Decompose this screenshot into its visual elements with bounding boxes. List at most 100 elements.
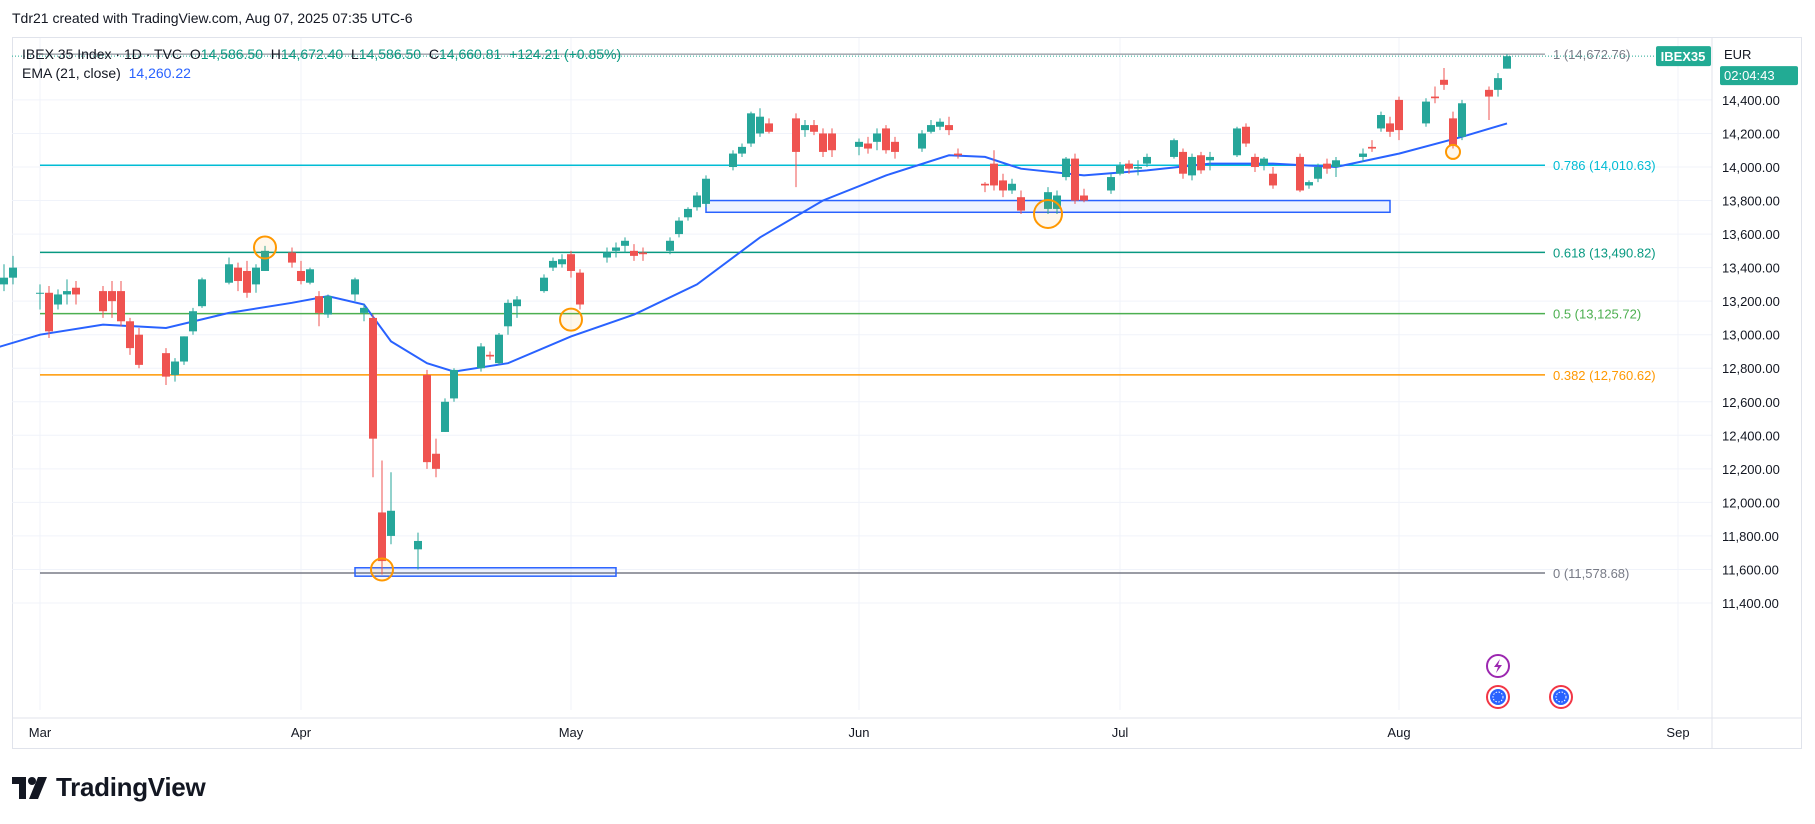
candle xyxy=(549,257,557,271)
y-tick-label: 12,600.00 xyxy=(1722,395,1780,410)
candle xyxy=(819,128,827,157)
candle xyxy=(630,244,638,261)
candle-body xyxy=(108,291,116,302)
x-tick-label: Jun xyxy=(849,725,870,740)
countdown-label: 02:04:43 xyxy=(1724,68,1775,83)
candle xyxy=(99,286,107,318)
candle xyxy=(450,368,458,402)
candle xyxy=(1323,158,1331,174)
candle xyxy=(1503,54,1511,69)
candle xyxy=(999,173,1007,198)
candle-body xyxy=(252,267,260,285)
candle xyxy=(729,150,737,171)
candle-body xyxy=(990,163,998,186)
candle xyxy=(1260,156,1268,171)
candle-body xyxy=(1188,156,1196,176)
lightning-icon xyxy=(1494,659,1502,673)
candle xyxy=(180,336,188,365)
candle xyxy=(45,286,53,339)
candle-body xyxy=(288,252,296,263)
candle xyxy=(765,118,773,134)
candle xyxy=(1368,140,1376,152)
candle-body xyxy=(234,267,242,282)
candle-body xyxy=(1179,151,1187,174)
candle-body xyxy=(486,354,494,357)
candle xyxy=(1179,148,1187,179)
highlight-circle xyxy=(253,235,277,260)
support-zones xyxy=(354,199,1391,577)
candle xyxy=(675,217,683,238)
candle-body xyxy=(1422,101,1430,124)
candle xyxy=(1440,68,1448,90)
candle-body xyxy=(9,267,17,278)
candle-body xyxy=(1080,195,1088,201)
candle-body xyxy=(63,291,71,295)
ema-row: EMA (21, close) 14,260.22 xyxy=(22,64,621,83)
candle xyxy=(1242,123,1250,147)
earnings-ring xyxy=(1555,691,1567,703)
candle-body xyxy=(351,279,359,295)
candle-body xyxy=(1008,183,1016,191)
open-value: 14,586.50 xyxy=(200,46,263,62)
candle-body xyxy=(117,291,125,322)
currency-label: EUR xyxy=(1724,47,1751,62)
candle-body xyxy=(378,512,386,562)
candle-body xyxy=(630,250,638,256)
candle-body xyxy=(1458,103,1466,137)
candle xyxy=(1359,148,1367,162)
candle xyxy=(387,472,395,545)
candle-body xyxy=(198,279,206,307)
candle xyxy=(234,262,242,292)
candle-body xyxy=(747,113,755,144)
candle xyxy=(747,111,755,147)
candle xyxy=(558,254,566,268)
candle-body xyxy=(801,125,809,131)
y-tick-label: 14,000.00 xyxy=(1722,160,1780,175)
candle xyxy=(891,136,899,159)
ema-label[interactable]: EMA (21, close) xyxy=(22,65,121,81)
ema-line xyxy=(0,122,1508,373)
y-tick-label: 11,400.00 xyxy=(1722,596,1779,611)
candle-body xyxy=(36,292,44,294)
candle-body xyxy=(828,133,836,151)
candle-body xyxy=(1071,158,1079,201)
candle-body xyxy=(945,125,953,131)
y-tick-label: 12,000.00 xyxy=(1722,495,1780,510)
candle xyxy=(369,314,377,478)
candle-body xyxy=(891,141,899,152)
candle-body xyxy=(1323,163,1331,169)
low-label: L xyxy=(350,46,359,62)
axes: 14,400.00 14,200.00 14,000.00 13,800.00 13,6… xyxy=(12,38,1802,749)
support-zone xyxy=(354,567,617,577)
candle xyxy=(918,130,926,152)
candle-body xyxy=(1125,163,1133,169)
candle-body xyxy=(756,116,764,134)
candle xyxy=(801,120,809,137)
candle-body xyxy=(540,277,548,292)
candle xyxy=(126,317,134,355)
fib-label: 0.618 (13,490.82) xyxy=(1553,245,1656,260)
candle xyxy=(1080,188,1088,203)
symbol-label[interactable]: IBEX 35 Index · 1D · TVC xyxy=(22,46,183,62)
candle xyxy=(855,138,863,156)
candle-body xyxy=(1431,96,1439,99)
candle xyxy=(1269,167,1277,189)
candle xyxy=(54,289,62,310)
candle xyxy=(0,264,8,292)
tradingview-logo[interactable]: TradingView xyxy=(12,772,206,803)
grid xyxy=(12,38,1712,710)
candle xyxy=(1305,180,1313,189)
candle xyxy=(1188,153,1196,181)
candle xyxy=(756,108,764,137)
candle xyxy=(315,291,323,327)
candle-body xyxy=(513,299,521,307)
candle xyxy=(1071,153,1079,204)
candle xyxy=(432,438,440,478)
highlight-circle xyxy=(370,557,394,582)
y-tick-label: 13,200.00 xyxy=(1722,294,1780,309)
candle-body xyxy=(297,270,305,282)
candle-body xyxy=(873,133,881,142)
fib-label: 0.382 (12,760.62) xyxy=(1553,368,1656,383)
candle-body xyxy=(855,141,863,147)
